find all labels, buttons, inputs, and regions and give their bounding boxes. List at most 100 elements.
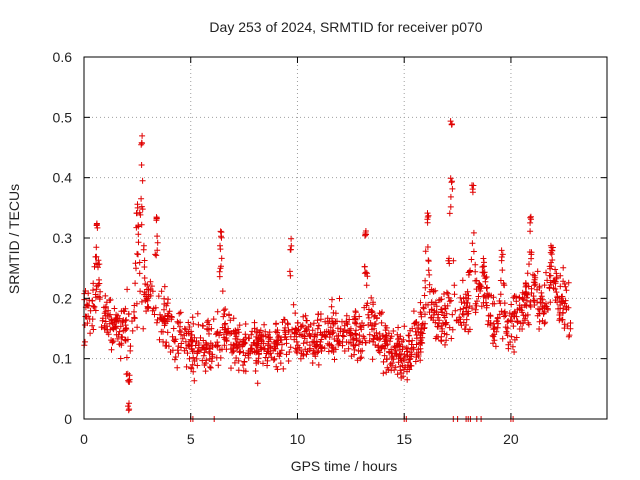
data-point xyxy=(306,342,313,349)
data-point xyxy=(556,315,563,322)
data-point xyxy=(145,286,152,293)
data-point xyxy=(430,311,437,318)
data-point xyxy=(404,345,411,352)
data-point xyxy=(371,313,378,320)
data-point xyxy=(547,299,554,306)
data-point xyxy=(361,304,368,311)
data-point xyxy=(509,311,516,318)
data-point xyxy=(561,325,568,332)
data-point xyxy=(458,299,465,306)
data-point xyxy=(378,319,385,326)
data-point xyxy=(202,360,209,367)
data-point xyxy=(384,364,391,371)
data-point xyxy=(516,326,523,332)
data-point xyxy=(449,185,456,192)
data-point xyxy=(363,231,369,238)
data-point xyxy=(463,322,469,328)
data-point xyxy=(325,348,332,355)
data-point xyxy=(380,370,387,377)
data-point xyxy=(425,257,432,264)
data-point xyxy=(362,269,369,276)
data-point xyxy=(341,348,348,354)
data-point xyxy=(373,329,380,336)
data-point xyxy=(361,335,368,342)
data-point xyxy=(541,304,548,311)
data-point xyxy=(174,347,181,354)
data-point xyxy=(176,310,183,317)
data-point xyxy=(132,280,139,287)
data-point xyxy=(135,231,142,238)
data-point xyxy=(204,342,210,349)
data-point xyxy=(501,313,508,320)
data-point xyxy=(337,325,344,332)
data-point xyxy=(236,322,243,329)
data-point xyxy=(512,309,519,316)
data-point xyxy=(346,316,353,323)
data-point xyxy=(472,268,479,275)
data-point xyxy=(217,329,224,336)
data-point xyxy=(376,310,383,317)
data-point xyxy=(565,333,572,340)
data-point xyxy=(147,278,154,285)
data-point xyxy=(353,320,360,327)
data-point xyxy=(329,315,335,322)
data-point xyxy=(409,325,416,332)
y-tick-label: 0 xyxy=(64,411,72,427)
data-point xyxy=(89,322,96,329)
data-point xyxy=(186,343,193,350)
data-point xyxy=(355,341,362,348)
data-point xyxy=(364,273,371,280)
data-point xyxy=(399,343,406,350)
data-point xyxy=(92,307,99,314)
data-point xyxy=(157,311,163,318)
data-point xyxy=(126,406,133,413)
data-point xyxy=(546,284,553,291)
data-point xyxy=(185,328,192,335)
data-point xyxy=(95,257,102,264)
data-point xyxy=(491,325,498,332)
data-point xyxy=(402,364,409,371)
data-point xyxy=(276,333,283,339)
data-point xyxy=(280,316,287,323)
data-point xyxy=(563,287,570,294)
data-point xyxy=(254,380,261,387)
data-point xyxy=(439,328,446,335)
data-point xyxy=(223,335,230,341)
data-point xyxy=(151,311,158,318)
data-point xyxy=(352,330,359,337)
data-point xyxy=(417,357,424,364)
data-point xyxy=(325,320,332,327)
data-point xyxy=(145,304,152,311)
data-point xyxy=(161,283,168,290)
data-point xyxy=(524,311,531,318)
data-point xyxy=(508,333,515,340)
data-point xyxy=(177,309,184,316)
data-point xyxy=(280,365,287,372)
data-point xyxy=(478,303,485,310)
data-point xyxy=(384,356,390,363)
data-point xyxy=(406,338,412,345)
data-point xyxy=(436,317,443,324)
data-point xyxy=(339,342,346,349)
data-point xyxy=(158,288,165,295)
data-point xyxy=(108,346,115,353)
data-point xyxy=(131,308,137,315)
data-point xyxy=(470,229,477,236)
data-point xyxy=(466,268,473,275)
data-point xyxy=(358,354,365,361)
data-point xyxy=(194,350,201,357)
data-point xyxy=(222,320,229,327)
data-point xyxy=(155,293,162,300)
data-point xyxy=(344,321,351,328)
data-point xyxy=(483,285,490,292)
data-point xyxy=(190,368,197,375)
data-point xyxy=(524,270,531,277)
data-point xyxy=(310,320,317,327)
data-point xyxy=(442,321,449,328)
data-point xyxy=(315,322,322,329)
data-point xyxy=(334,325,341,332)
data-point xyxy=(326,341,333,348)
data-point xyxy=(278,347,285,354)
data-point xyxy=(140,242,147,249)
data-point xyxy=(194,310,201,317)
